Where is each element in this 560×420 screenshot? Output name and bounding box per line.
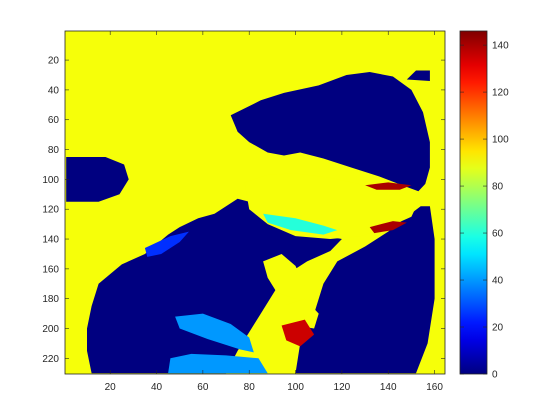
y-tick-label: 160	[42, 264, 59, 275]
colorbar-tick-label: 20	[492, 323, 504, 334]
region-10	[168, 353, 268, 374]
plot-frame	[64, 30, 446, 375]
y-axis: 20 40 60 80 100 120 140 160 180 200 220	[42, 56, 445, 365]
heatmap-regions	[66, 70, 435, 374]
region-0	[87, 198, 342, 374]
region-9	[175, 313, 254, 353]
colorbar-ticks: 0 20 40 60 80 100 120 140	[460, 41, 509, 381]
colorbar-tick-label: 120	[492, 88, 509, 99]
region-8	[263, 213, 338, 235]
region-3	[66, 157, 129, 202]
y-tick-label: 40	[48, 85, 60, 96]
region-12	[281, 319, 315, 347]
x-tick-label: 40	[151, 382, 163, 393]
colorbar-tick-label: 100	[492, 135, 509, 146]
y-tick-label: 180	[42, 294, 59, 305]
region-7	[286, 298, 319, 329]
region-11	[144, 231, 189, 257]
region-14	[369, 221, 407, 234]
region-4	[406, 70, 430, 81]
region-2	[295, 206, 435, 374]
x-tick-label: 20	[105, 382, 117, 393]
region-6	[263, 254, 305, 299]
x-tick-label: 100	[287, 382, 304, 393]
region-1	[230, 72, 430, 192]
colorbar-tick-label: 60	[492, 229, 504, 240]
colorbar-tick-label: 80	[492, 182, 504, 193]
x-tick-label: 120	[334, 382, 351, 393]
y-tick-label: 20	[48, 56, 60, 67]
region-13	[365, 182, 412, 190]
colorbar-frame	[459, 30, 488, 375]
y-tick-label: 80	[48, 145, 60, 156]
y-tick-label: 140	[42, 235, 59, 246]
y-tick-label: 120	[42, 205, 59, 216]
colorbar-gradient	[460, 31, 487, 374]
colorbar: 0 20 40 60 80 100 120 140	[459, 30, 509, 381]
colorbar-tick-label: 40	[492, 276, 504, 287]
x-tick-label: 80	[244, 382, 256, 393]
colorbar-tick-label: 0	[492, 370, 498, 381]
x-tick-label: 160	[426, 382, 443, 393]
colorbar-tick-label: 140	[492, 41, 509, 52]
y-tick-label: 200	[42, 324, 59, 335]
y-tick-label: 220	[42, 354, 59, 365]
x-axis: 20 40 60 80 100 120 140 160	[105, 31, 443, 393]
y-tick-label: 100	[42, 175, 59, 186]
x-tick-label: 140	[380, 382, 397, 393]
x-tick-label: 60	[197, 382, 209, 393]
y-tick-label: 60	[48, 115, 60, 126]
